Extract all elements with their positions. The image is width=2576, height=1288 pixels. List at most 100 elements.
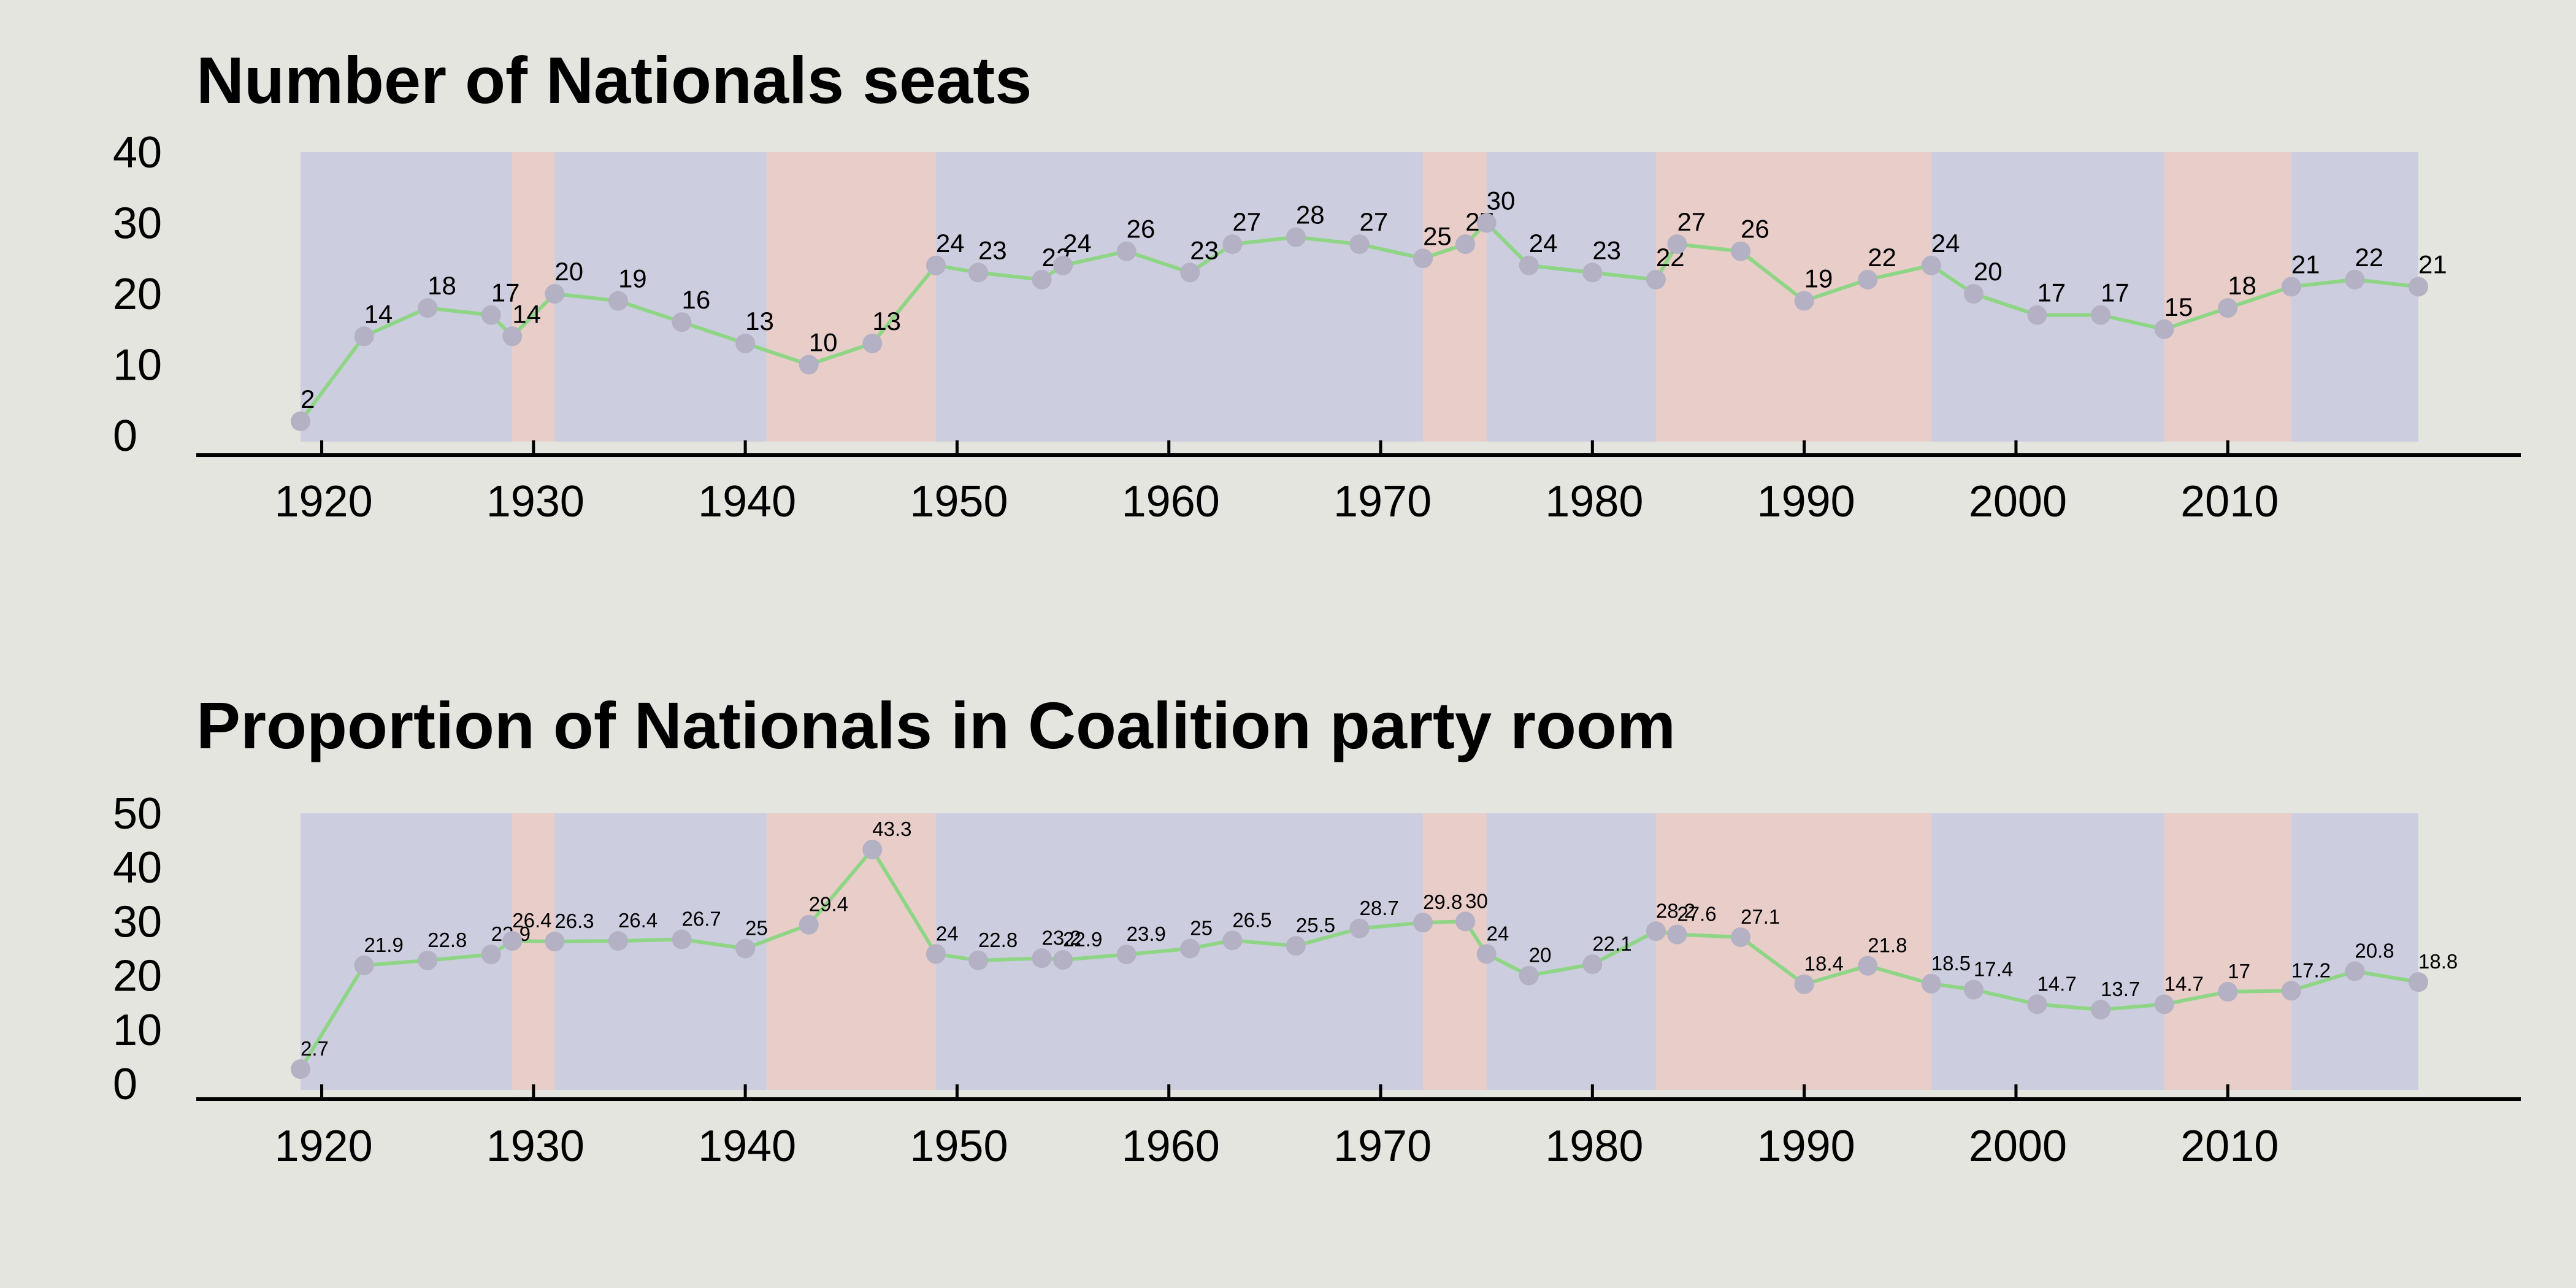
data-point (1921, 973, 1941, 994)
data-label: 26.5 (1232, 908, 1271, 931)
data-point (2091, 1000, 2111, 1020)
data-point (2281, 277, 2301, 297)
data-label: 27 (1677, 207, 1706, 236)
band-coalition (935, 152, 1424, 442)
data-point (2281, 981, 2301, 1001)
data-label: 27.6 (1677, 903, 1716, 926)
data-label: 27.1 (1741, 905, 1780, 928)
band-labor (1655, 813, 1931, 1090)
y-tick-label: 10 (113, 341, 162, 390)
x-tick-label: 1920 (274, 477, 372, 526)
data-point (2345, 961, 2365, 981)
y-tick-label: 0 (113, 1060, 137, 1109)
data-point (1413, 248, 1433, 269)
data-point (1180, 938, 1200, 959)
data-label: 23 (1592, 236, 1621, 264)
data-label: 20 (1974, 257, 2003, 286)
data-point (1476, 213, 1497, 233)
data-point (481, 945, 501, 965)
data-point (481, 305, 501, 325)
data-label: 18.4 (1804, 953, 1844, 975)
x-tick-label: 1970 (1333, 477, 1432, 526)
data-label: 15 (2164, 293, 2193, 321)
data-label: 19 (618, 264, 647, 293)
data-point (2027, 994, 2047, 1014)
data-label: 22 (2355, 243, 2383, 272)
data-point (545, 284, 565, 304)
data-label: 2.7 (301, 1037, 329, 1060)
data-label: 24 (936, 922, 959, 945)
data-point (735, 938, 756, 959)
data-label: 17 (2101, 278, 2129, 307)
data-point (926, 944, 946, 964)
data-label: 25 (1423, 221, 1452, 250)
y-tick-label: 30 (113, 897, 162, 946)
data-point (545, 932, 565, 952)
data-label: 21 (2418, 250, 2447, 278)
y-tick-label: 20 (113, 270, 162, 319)
band-coalition (2291, 813, 2418, 1090)
band-coalition (1486, 152, 1656, 442)
data-point (2091, 305, 2111, 325)
data-label: 18 (2228, 271, 2256, 300)
x-tick-label: 1930 (486, 1122, 585, 1171)
y-tick-label: 20 (113, 952, 162, 1001)
data-point (2027, 305, 2047, 325)
band-labor (1655, 152, 1931, 442)
data-point (2154, 319, 2174, 339)
x-tick-label: 1920 (274, 1122, 372, 1171)
data-point (1222, 234, 1243, 255)
data-point (354, 955, 374, 975)
data-label: 13 (872, 307, 901, 335)
data-point (1053, 950, 1073, 970)
data-point (1032, 948, 1052, 968)
data-point (1519, 255, 1539, 275)
data-point (291, 411, 310, 431)
data-point (291, 1059, 310, 1079)
data-label: 17 (491, 278, 520, 307)
band-coalition (301, 813, 513, 1090)
data-label: 43.3 (872, 818, 911, 840)
x-tick-label: 1970 (1333, 1122, 1432, 1171)
data-point (1667, 924, 1687, 945)
data-label: 14 (364, 299, 393, 328)
band-coalition (1931, 813, 2164, 1090)
data-label: 25 (1190, 917, 1213, 940)
data-label: 2 (301, 385, 315, 413)
y-tick-label: 50 (113, 789, 162, 838)
band-coalition (1486, 813, 1656, 1090)
band-coalition (301, 152, 513, 442)
x-tick-label: 1940 (698, 477, 796, 526)
band-labor (1423, 813, 1487, 1090)
data-label: 29.4 (809, 893, 848, 916)
data-point (1476, 944, 1497, 964)
data-label: 22.8 (978, 929, 1018, 951)
data-label: 28.7 (1360, 897, 1399, 919)
band-labor (2164, 813, 2291, 1090)
data-label: 23 (1190, 236, 1219, 264)
data-point (608, 931, 628, 951)
data-point (1794, 974, 1814, 994)
data-label: 18 (427, 271, 456, 300)
data-point (1116, 241, 1137, 261)
data-point (1286, 936, 1306, 956)
x-tick-label: 1950 (910, 1122, 1008, 1171)
data-label: 24 (1487, 922, 1509, 945)
data-label: 22.1 (1592, 932, 1631, 955)
x-tick-label: 2000 (1969, 477, 2067, 526)
chart-title-seats: Number of Nationals seats (196, 43, 1032, 117)
data-point (2218, 298, 2238, 318)
data-label: 14 (512, 299, 541, 328)
data-point (2218, 982, 2238, 1002)
data-label: 20 (554, 257, 583, 286)
data-label: 23 (978, 236, 1007, 264)
data-label: 30 (1487, 186, 1516, 215)
data-label: 22.9 (1063, 928, 1102, 951)
data-point (1349, 918, 1370, 938)
data-point (1180, 263, 1200, 283)
data-label: 27 (1360, 207, 1389, 236)
y-tick-label: 40 (113, 843, 162, 892)
data-point (1921, 255, 1941, 275)
data-point (1582, 263, 1603, 283)
